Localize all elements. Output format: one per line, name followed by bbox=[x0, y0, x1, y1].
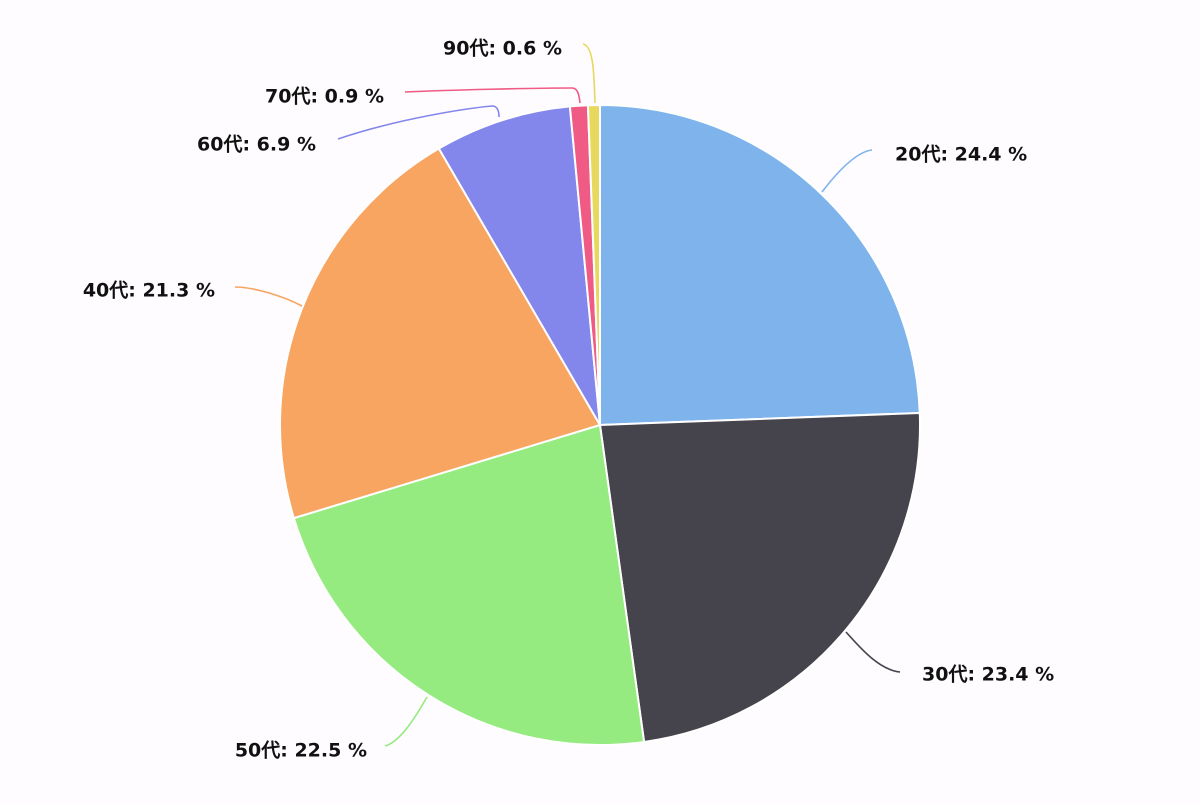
pie-slice-30代[interactable] bbox=[599, 411, 921, 743]
data-label-60代: 60代: 6.9 % bbox=[197, 134, 316, 156]
label-connector-70代 bbox=[404, 87, 581, 104]
data-labels: 20代: 24.4 % 30代: 23.4 % 50代: 22.5 % 40代: 21… bbox=[83, 38, 1054, 762]
label-connectors bbox=[234, 43, 901, 747]
label-connector-60代 bbox=[337, 105, 500, 140]
pie-slices bbox=[279, 104, 921, 747]
data-label-30代: 30代: 23.4 % bbox=[922, 664, 1054, 686]
label-connector-30代 bbox=[845, 631, 901, 673]
pie-slice-60代[interactable] bbox=[437, 105, 601, 426]
data-label-90代: 90代: 0.6 % bbox=[443, 38, 562, 60]
label-connector-90代 bbox=[582, 43, 596, 104]
pie-slice-40代[interactable] bbox=[279, 147, 601, 520]
data-label-20代: 20代: 24.4 % bbox=[895, 144, 1027, 166]
label-connector-20代 bbox=[821, 149, 873, 193]
data-label-70代: 70代: 0.9 % bbox=[265, 86, 384, 108]
pie-slice-90代[interactable] bbox=[586, 104, 601, 426]
pie-slice-50代[interactable] bbox=[292, 424, 646, 747]
label-connector-50代 bbox=[384, 696, 428, 747]
data-label-50代: 50代: 22.5 % bbox=[235, 740, 367, 762]
pie-slice-20代[interactable] bbox=[599, 104, 921, 426]
label-connector-40代 bbox=[234, 286, 303, 307]
data-label-40代: 40代: 21.3 % bbox=[83, 280, 215, 302]
